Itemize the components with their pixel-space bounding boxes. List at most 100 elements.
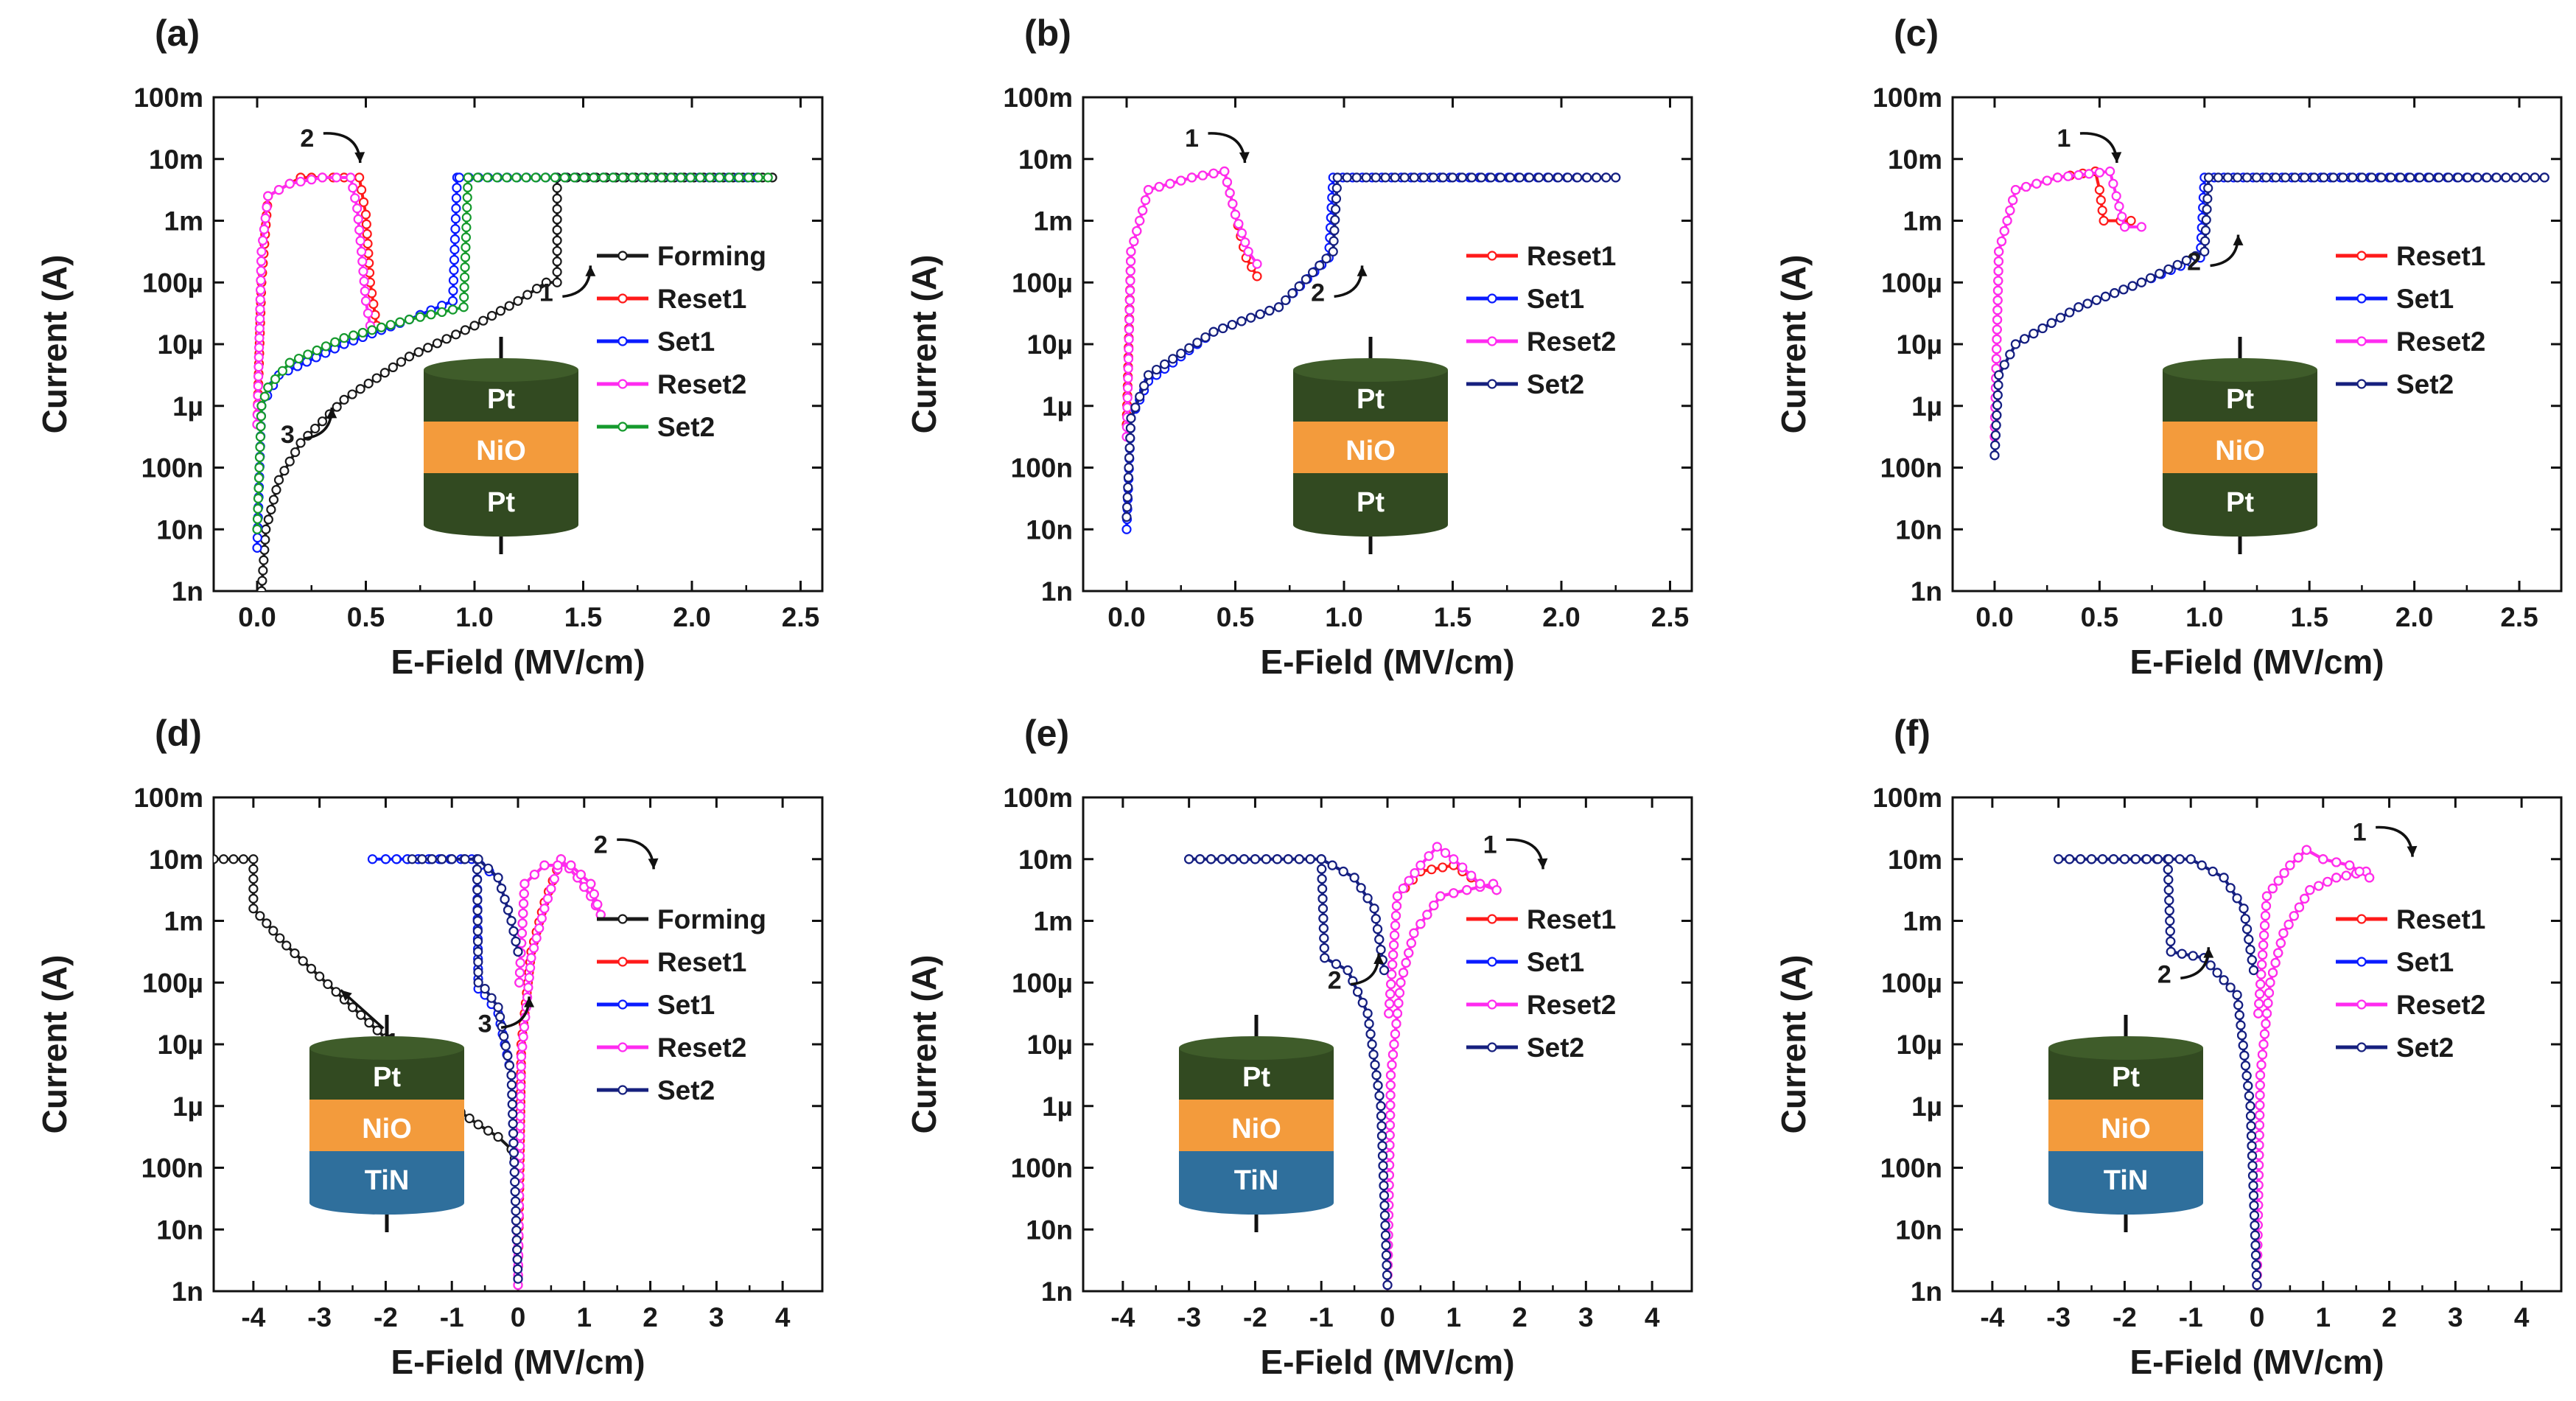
series-point-set2 [2248, 965, 2259, 976]
series-point-set2 [472, 875, 483, 885]
x-tick-label: 0.5 [2081, 602, 2118, 632]
series-point-set2 [1992, 410, 2002, 420]
layer-tin [1179, 1151, 1334, 1215]
series-point-reset2 [1449, 854, 1459, 864]
x-tick-label: -2 [374, 1302, 398, 1332]
layer-top-face [424, 358, 578, 382]
series-point-reset2 [2255, 989, 2265, 999]
series-point-reset2 [348, 183, 358, 193]
series-point-reset2 [2318, 854, 2328, 864]
series-point-reset2 [260, 213, 270, 223]
series-point-reset2 [1398, 883, 1408, 894]
series-point-reset2 [253, 352, 264, 363]
y-tick-label: 10m [1018, 144, 1073, 175]
series-point-set1 [448, 275, 459, 286]
series-point-set2 [2241, 172, 2253, 183]
series-point-set2 [1321, 254, 1331, 264]
series-point-set2 [339, 333, 349, 343]
series-point-set2 [2200, 236, 2211, 246]
series-point-reset2 [523, 982, 533, 993]
y-tick-label: 1m [1903, 206, 1942, 237]
series-line-reset1 [2255, 848, 2371, 1285]
series-point-reset2 [1186, 172, 1197, 183]
series-point-reset2 [2258, 949, 2268, 960]
legend-marker [2356, 293, 2367, 304]
series-point-set2 [2091, 295, 2101, 305]
series-point-set2 [1200, 332, 1211, 343]
series-point-reset2 [549, 873, 559, 884]
arrow-head [1537, 858, 1548, 870]
series-point-reset2 [254, 343, 265, 353]
series-point-set2 [404, 314, 415, 325]
series-point-set2 [1352, 987, 1363, 997]
series-point-set2 [493, 873, 503, 883]
step-arrow [1334, 265, 1364, 298]
series-point-set2 [2520, 172, 2530, 183]
series-point-reset2 [2263, 998, 2273, 1008]
series-point-reset2 [2267, 883, 2278, 894]
series-point-reset2 [539, 904, 550, 914]
series-point-reset2 [2094, 167, 2104, 178]
series-point-set1 [450, 214, 461, 224]
series-point-reset2 [1429, 900, 1439, 911]
series-point-reset2 [1126, 246, 1136, 256]
y-tick-label: 1m [164, 906, 203, 937]
series-point-set1 [391, 854, 402, 864]
series-point-reset2 [553, 860, 563, 870]
y-axis-title: Current (A) [1774, 955, 1813, 1134]
legend-label: Reset1 [2396, 241, 2485, 271]
series-point-reset2 [519, 1021, 530, 1033]
series-point-forming [495, 306, 506, 316]
series-point-reset2 [1393, 998, 1404, 1008]
series-point-reset1 [2097, 205, 2107, 216]
series-point-forming [396, 357, 407, 367]
layer-pt [1293, 473, 1448, 537]
series-point-set2 [463, 172, 473, 183]
series-point-set2 [598, 172, 609, 183]
series-point-forming [413, 347, 424, 357]
series-point-forming [248, 904, 259, 914]
series-point-set1 [452, 183, 462, 193]
series-point-reset2 [253, 381, 263, 391]
series-point-reset2 [539, 860, 550, 870]
series-point-reset2 [566, 860, 576, 870]
series-point-forming [248, 873, 259, 884]
series-point-reset2 [2354, 866, 2365, 877]
series-point-reset2 [255, 313, 265, 324]
series-point-set2 [2357, 172, 2367, 183]
series-point-reset2 [2052, 172, 2063, 183]
series-point-forming [441, 334, 452, 344]
series-point-set2 [1317, 873, 1327, 884]
x-tick-label: 1.5 [1434, 602, 1471, 632]
panel-b: (b) 0.0 0.5 1.0 1.5 2.0 2.5 1n 10n 100n 1µ 10µ 100µ 1… [905, 13, 1693, 681]
series-point-forming [339, 394, 349, 405]
legend-label: Set1 [657, 326, 715, 357]
series-point-set2 [531, 172, 541, 183]
series-point-reset2 [1404, 948, 1414, 958]
series-point-set2 [473, 854, 483, 864]
legend-label: Set2 [657, 1075, 715, 1105]
series-point-set2 [2243, 1080, 2253, 1091]
series-point-set2 [461, 212, 472, 223]
series-point-reset2 [2258, 1039, 2269, 1049]
series-point-reset2 [2267, 968, 2278, 978]
series-point-reset2 [1222, 177, 1233, 187]
series-point-set2 [504, 1061, 515, 1071]
panel-f: (f) -4 -3 -2 -1 0 1 2 3 4 1n 10n 100n 1µ 10µ 100µ 1m 10m 1… [1774, 713, 2563, 1381]
y-tick-label: 10n [156, 514, 203, 545]
series-point-set2 [256, 422, 266, 432]
series-point-reset2 [1387, 1049, 1399, 1060]
series-point-set2 [395, 317, 405, 327]
series-point-set2 [1990, 430, 2001, 441]
series-point-reset2 [255, 284, 266, 296]
series-point-set2 [1376, 944, 1386, 955]
series-point-set2 [2238, 1040, 2248, 1051]
series-point-set2 [461, 242, 471, 253]
series-point-forming [404, 352, 415, 362]
series-point-set2 [1376, 1101, 1386, 1111]
y-tick-label: 10m [1018, 845, 1073, 875]
series-point-reset2 [1992, 324, 2002, 335]
series-point-set2 [1373, 1080, 1383, 1091]
series-point-set2 [1319, 933, 1329, 943]
series-point-set2 [1205, 854, 1217, 864]
